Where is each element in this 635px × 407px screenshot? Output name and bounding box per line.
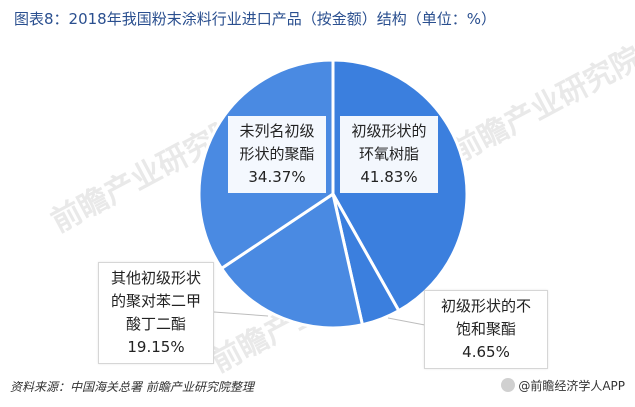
brand-note: @前瞻经济学人APP xyxy=(501,377,625,394)
brand-logo-icon xyxy=(501,378,516,392)
slice-label-value: 41.83% xyxy=(360,168,418,186)
slice-label-other-polyester: 未列名初级 形状的聚酯 34.37% xyxy=(228,116,326,193)
slice-label-value: 4.65% xyxy=(462,343,510,361)
chart-title: 图表8：2018年我国粉末涂料行业进口产品（按金额）结构（单位：%） xyxy=(14,10,496,28)
source-note: 资料来源：中国海关总署 前瞻产业研究院整理 xyxy=(10,380,254,394)
brand-text: @前瞻经济学人APP xyxy=(518,379,625,393)
leader-lines xyxy=(213,311,431,327)
slice-label-name: 初级形状的 环氧树脂 xyxy=(351,122,427,163)
leader-line-unsaturated-polyester xyxy=(387,317,431,327)
slice-label-epoxy: 初级形状的 环氧树脂 41.83% xyxy=(340,116,438,193)
slice-label-unsaturated-polyester: 初级形状的不 饱和聚酯 4.65% xyxy=(424,290,548,369)
slice-label-name: 其他初级形状 的聚对苯二甲 酸丁二酯 xyxy=(110,269,201,333)
slice-label-value: 19.15% xyxy=(127,338,185,356)
pie-slices xyxy=(197,58,469,330)
slice-label-name: 初级形状的不 饱和聚酯 xyxy=(440,297,531,338)
leader-line-pbt xyxy=(213,311,269,317)
pie-slice-pbt xyxy=(219,191,365,330)
slice-label-name: 未列名初级 形状的聚酯 xyxy=(239,122,315,163)
slice-label-value: 34.37% xyxy=(248,168,306,186)
slice-label-pbt: 其他初级形状 的聚对苯二甲 酸丁二酯 19.15% xyxy=(98,262,214,364)
